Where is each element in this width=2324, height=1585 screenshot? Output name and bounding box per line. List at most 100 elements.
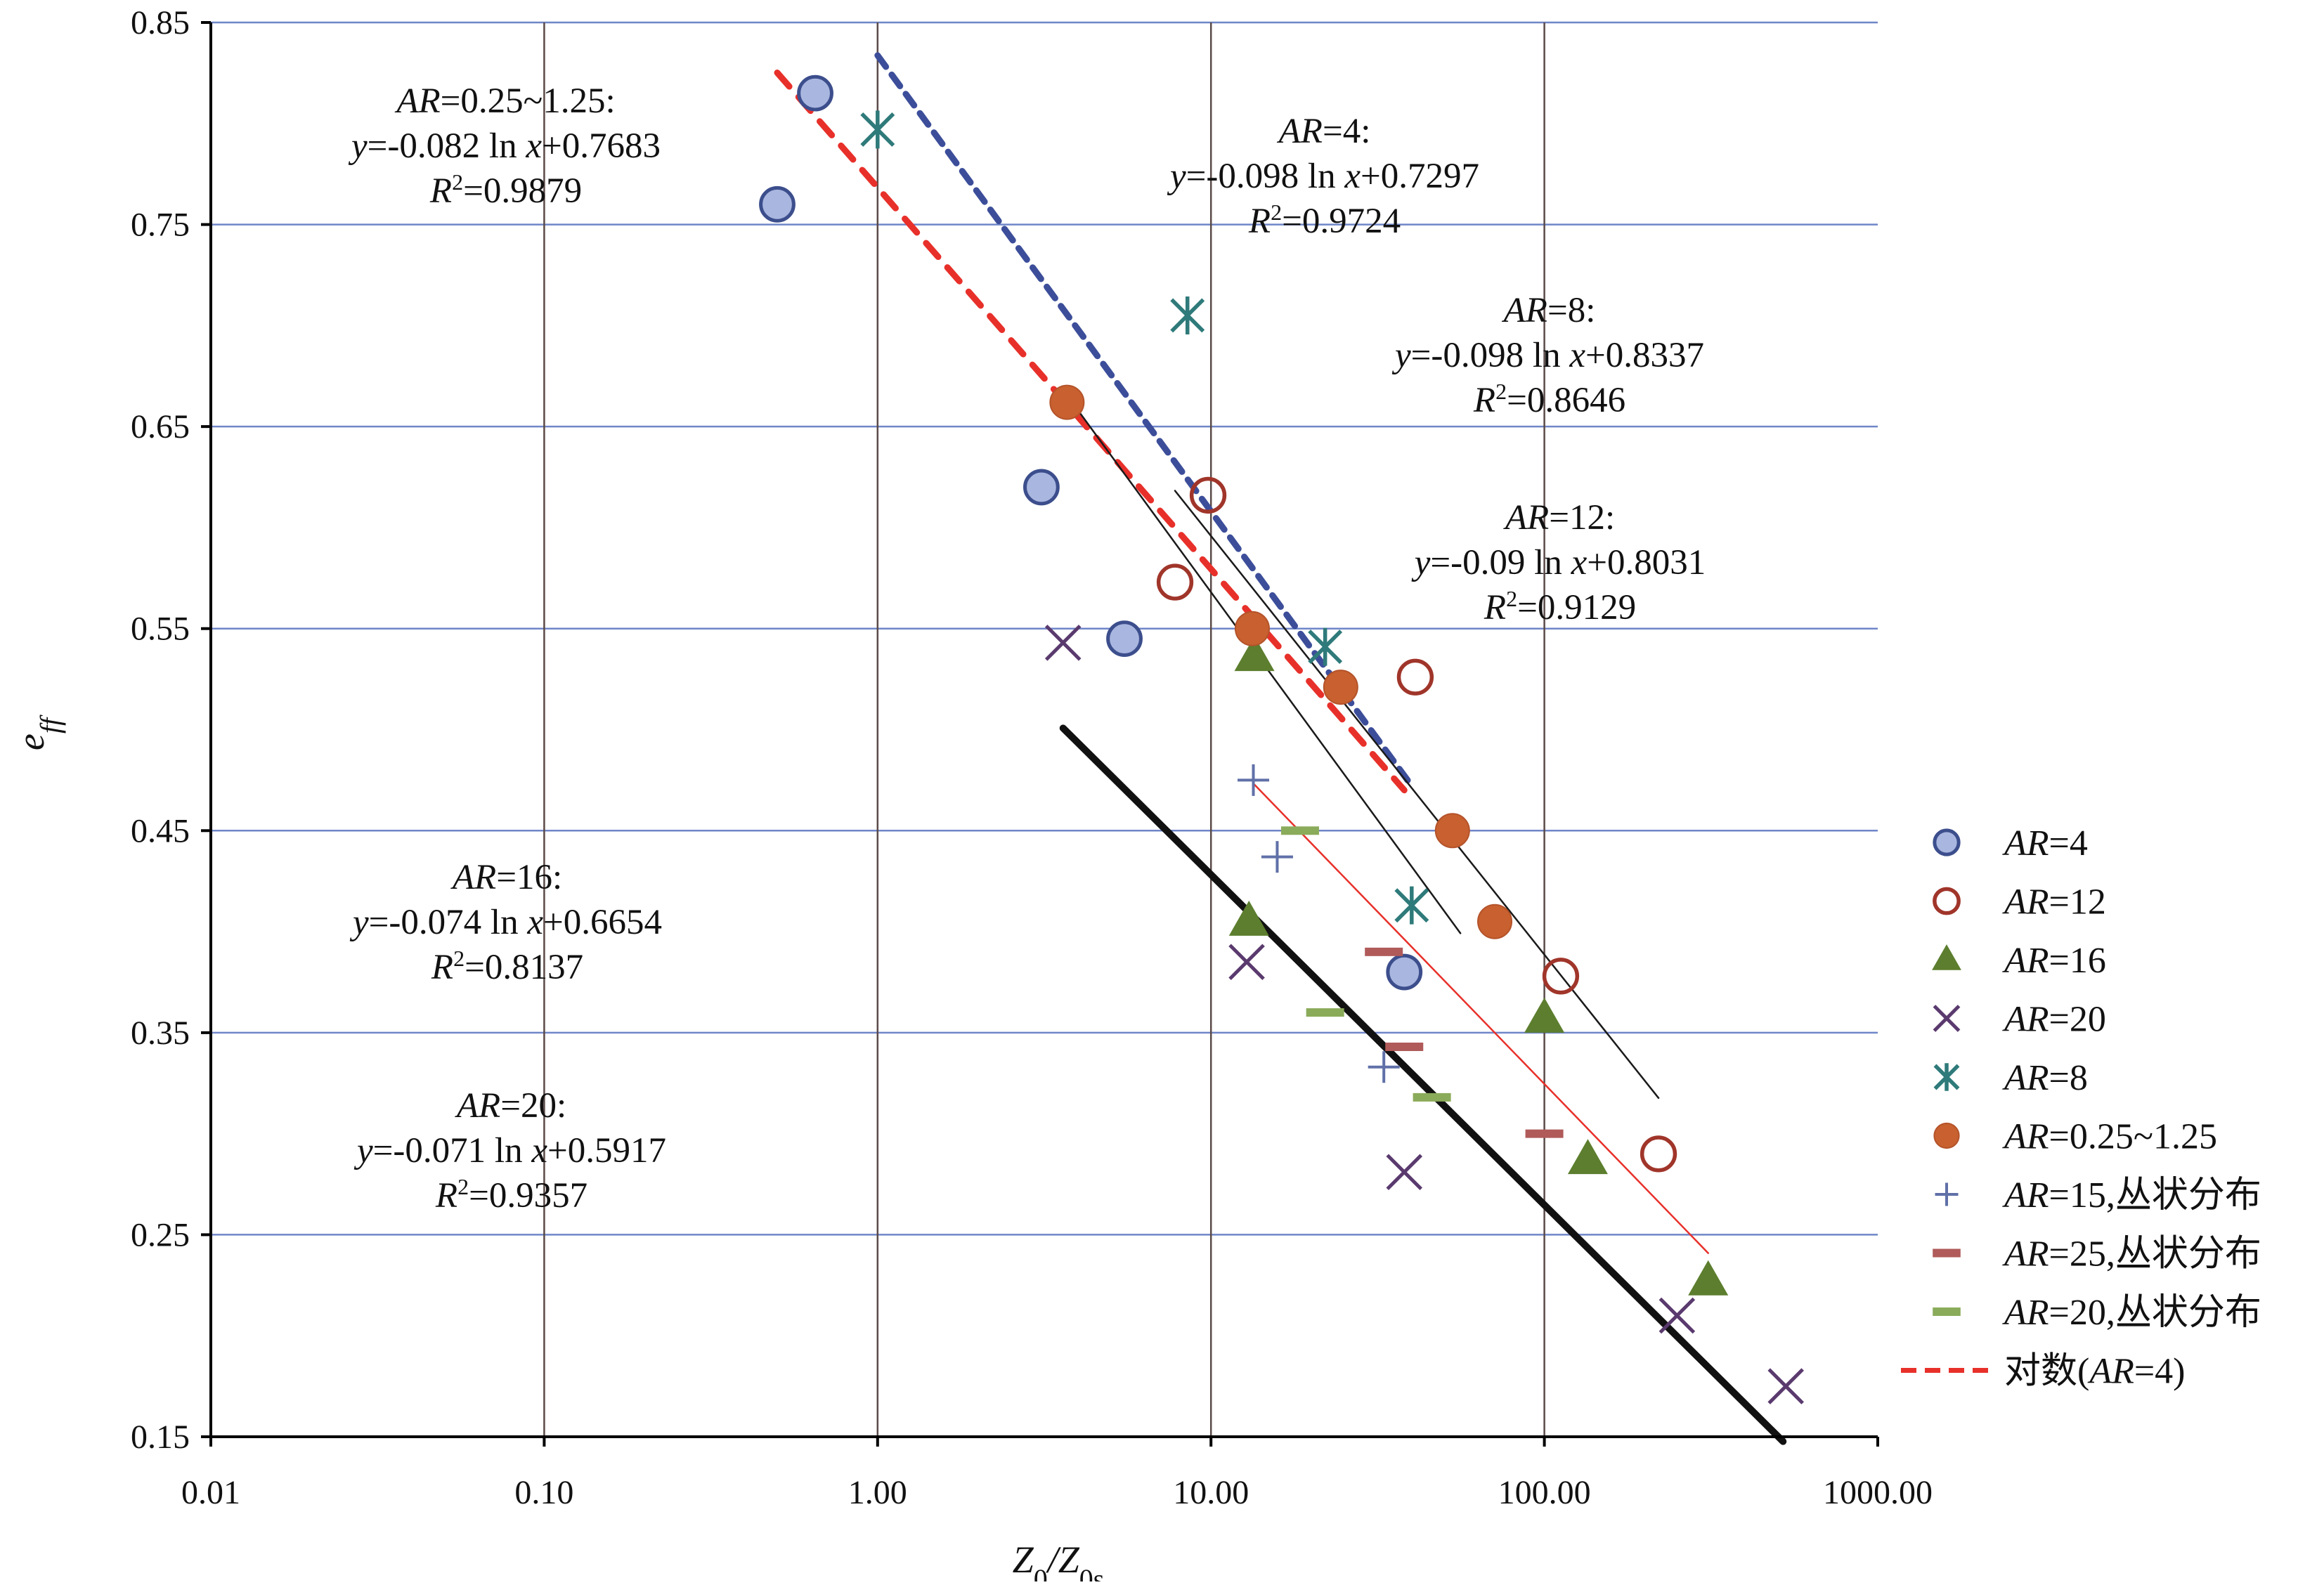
- fit-line: [774, 69, 1408, 794]
- annotation-eq-end: +0.7683: [542, 126, 661, 166]
- legend-rest: =4: [2049, 823, 2088, 863]
- legend-label: AR=20,丛状分布: [2002, 1293, 2261, 1333]
- annotation-x: x: [525, 126, 542, 166]
- y-tick-label: 0.35: [131, 1015, 190, 1052]
- legend-prefix: 对数(: [2004, 1352, 2089, 1392]
- data-point: [1386, 953, 1423, 991]
- legend-swatch: [1933, 1063, 1960, 1091]
- fit-annotation: AR=8: y=-0.098 ln x+0.8337 R2=0.8646: [1391, 291, 1704, 420]
- data-point: [1306, 1008, 1344, 1017]
- series-group: [860, 110, 1429, 925]
- fit-annotation: AR=16: y=-0.074 ln x+0.6654 R2=0.8137: [349, 858, 662, 987]
- legend-rest: =8: [2049, 1058, 2088, 1098]
- data-point: [1658, 1297, 1696, 1334]
- fit-line: [1059, 724, 1787, 1445]
- legend-swatch: [1932, 944, 1961, 970]
- x-tick-label: 0.10: [514, 1474, 573, 1511]
- annotation-ar-line: AR=0.25~1.25:: [394, 81, 615, 121]
- annotation-r2: R2=0.9724: [1248, 200, 1401, 241]
- legend-swatch: [1933, 1005, 1961, 1032]
- annotation-eq-mid: =-0.098 ln: [1411, 336, 1570, 375]
- legend-swatch: [1933, 1122, 1960, 1149]
- axes: 0.15 0.25 0.35 0.45 0.55 0.65 0.75 0.85 0.01 0.10…: [10, 4, 1933, 1585]
- data-point: [1323, 670, 1358, 705]
- legend-ar: AR: [2002, 1058, 2049, 1098]
- legend-item: AR=8: [1933, 1058, 2088, 1098]
- annotation-eq-end: +0.8337: [1585, 336, 1704, 375]
- data-point: [860, 110, 895, 149]
- data-point: [1525, 1129, 1564, 1138]
- legend-swatch: [1933, 1307, 1961, 1316]
- legend-ar: AR: [2087, 1352, 2134, 1392]
- annotation-ar-line: AR=12:: [1503, 498, 1615, 537]
- fit-line: [1252, 782, 1709, 1254]
- annotation-ar: AR: [1277, 112, 1323, 151]
- data-point: [1567, 1139, 1608, 1175]
- annotation-r-sup: 2: [1495, 379, 1507, 404]
- x-tick-label: 10.00: [1173, 1474, 1249, 1511]
- legend-rest: =0.25~1.25: [2049, 1117, 2217, 1157]
- x-tick-label: 1.00: [848, 1474, 907, 1511]
- legend-label: AR=12: [2002, 882, 2106, 922]
- data-point: [1189, 476, 1227, 514]
- annotation-y: y: [353, 1131, 373, 1170]
- annotation-eq-end: +0.7297: [1361, 157, 1479, 196]
- legend-label: AR=8: [2002, 1058, 2088, 1098]
- legend-item: AR=15,丛状分布: [1935, 1175, 2261, 1215]
- legend-label: AR=16: [2002, 941, 2106, 981]
- legend-label: AR=15,丛状分布: [2002, 1175, 2261, 1215]
- data-point: [1238, 764, 1269, 796]
- annotation-ar-value: =0.25~1.25:: [441, 81, 616, 121]
- x-axis-title-sub: 0s: [1079, 1563, 1105, 1582]
- annotation-ar: AR: [455, 1086, 500, 1126]
- annotation-eq-end: +0.8031: [1587, 543, 1706, 582]
- data-point: [1413, 1092, 1451, 1102]
- data-point: [1280, 826, 1319, 835]
- annotation-r2: R2=0.9879: [429, 169, 582, 211]
- annotation-r-sup: 2: [457, 1174, 469, 1199]
- legend-swatch: [1933, 887, 1961, 915]
- annotation-y: y: [348, 126, 368, 166]
- legend-rest: =25,丛状分布: [2049, 1234, 2261, 1274]
- legend-item: AR=0.25~1.25: [1933, 1117, 2217, 1157]
- annotation-r-value: =0.9129: [1517, 588, 1636, 627]
- annotation-ar-line: AR=20:: [455, 1086, 566, 1126]
- annotation-eq-mid: =-0.082 ln: [368, 126, 526, 166]
- x-axis-title: Z0/Z0s: [1013, 1539, 1105, 1581]
- annotation-ar: AR: [394, 81, 440, 121]
- legend-label: AR=0.25~1.25: [2002, 1117, 2217, 1157]
- annotation-r: R: [429, 171, 452, 211]
- annotation-x: x: [1344, 157, 1361, 196]
- data-point: [1170, 296, 1205, 334]
- data-point: [1261, 841, 1293, 873]
- data-point: [1228, 944, 1265, 980]
- data-point: [1228, 900, 1269, 936]
- fit-annotation: AR=20: y=-0.071 ln x+0.5917 R2=0.9357: [353, 1086, 666, 1215]
- series-group: [1049, 384, 1513, 939]
- legend-label: 对数(AR=4): [2004, 1352, 2186, 1392]
- legend-item: 对数(AR=4): [1901, 1352, 2186, 1392]
- data-point: [1023, 469, 1060, 506]
- legend: AR=4AR=12AR=16AR=20AR=8AR=0.25~1.25AR=15…: [1901, 823, 2261, 1392]
- annotation-ar-value: =16:: [496, 858, 562, 897]
- annotation-r-sup: 2: [1271, 200, 1282, 225]
- x-axis-title-main: Z: [1013, 1539, 1034, 1581]
- data-point: [1394, 886, 1429, 925]
- fit-line: [874, 52, 1415, 789]
- annotation-eq-end: +0.6654: [543, 903, 662, 942]
- y-tick-label: 0.65: [131, 408, 190, 445]
- data-point: [1640, 1135, 1677, 1173]
- series-group: [1280, 826, 1451, 1102]
- annotation-x: x: [531, 1131, 547, 1170]
- data-point: [1542, 958, 1580, 995]
- data-point: [1106, 620, 1143, 657]
- annotation-y: y: [1411, 543, 1431, 582]
- annotation-ar-line: AR=8:: [1502, 291, 1596, 330]
- annotation-ar-line: AR=4:: [1277, 112, 1371, 151]
- data-point: [1688, 1260, 1729, 1296]
- annotation-ar: AR: [1503, 498, 1549, 537]
- annotation-r-value: =0.8137: [465, 948, 583, 987]
- legend-item: AR=20: [1933, 1000, 2106, 1040]
- legend-ar: AR: [2002, 941, 2049, 981]
